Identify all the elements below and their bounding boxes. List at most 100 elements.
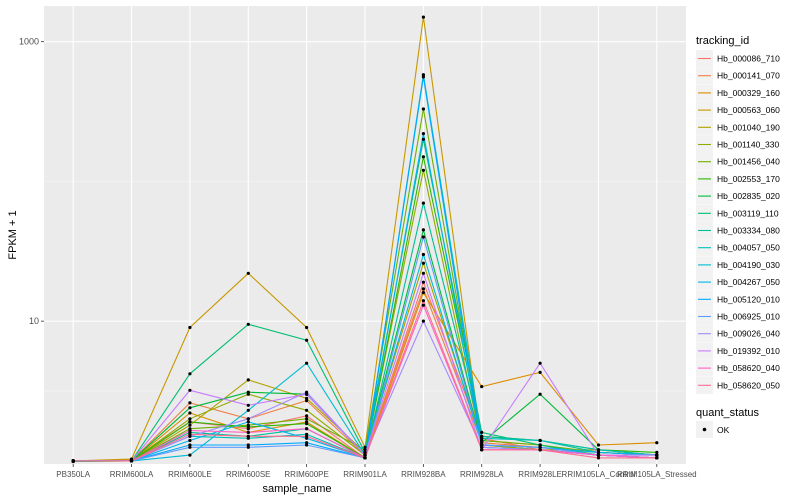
legend2-title: quant_status bbox=[696, 407, 759, 419]
data-point bbox=[188, 325, 192, 330]
data-point bbox=[129, 459, 134, 463]
data-point bbox=[538, 448, 542, 452]
data-point bbox=[421, 303, 425, 307]
data-point bbox=[188, 438, 192, 443]
legend-label: Hb_001140_330 bbox=[717, 140, 780, 150]
x-tick-label: RRIM600PE bbox=[284, 470, 328, 479]
legend2-label: OK bbox=[717, 425, 730, 435]
legend-label: Hb_009026_040 bbox=[717, 329, 780, 339]
data-point bbox=[305, 443, 309, 447]
legend-label: Hb_058620_050 bbox=[717, 380, 780, 390]
data-point bbox=[363, 445, 367, 449]
x-axis-title: sample_name bbox=[262, 483, 331, 495]
legend-label: Hb_006925_010 bbox=[717, 312, 780, 322]
data-point bbox=[655, 450, 659, 454]
data-point bbox=[421, 291, 425, 295]
data-point bbox=[305, 414, 309, 418]
data-point bbox=[305, 427, 309, 431]
data-point bbox=[421, 271, 425, 275]
x-tick-label: RRIM928LA bbox=[460, 470, 504, 479]
data-point bbox=[421, 252, 425, 257]
legend-label: Hb_002835_020 bbox=[717, 191, 780, 201]
data-point bbox=[188, 432, 192, 436]
data-point bbox=[188, 372, 192, 376]
data-point bbox=[305, 434, 309, 438]
x-tick-label: PB350LA bbox=[56, 470, 90, 479]
data-point bbox=[421, 287, 425, 291]
data-point bbox=[246, 445, 250, 449]
data-point bbox=[421, 137, 425, 141]
data-point bbox=[538, 370, 542, 374]
data-point bbox=[655, 453, 659, 457]
data-point bbox=[246, 403, 250, 407]
legend-label: Hb_004057_050 bbox=[717, 243, 780, 253]
data-point bbox=[480, 441, 484, 445]
data-point bbox=[188, 423, 192, 427]
legend-label: Hb_000329_160 bbox=[717, 88, 780, 98]
data-point bbox=[246, 271, 250, 275]
data-point bbox=[305, 399, 309, 403]
data-points bbox=[71, 15, 659, 464]
legend-quant-status: quant_status OK bbox=[696, 407, 759, 438]
x-tick-label: RRIM901LA bbox=[343, 470, 387, 479]
legend-label: Hb_019392_010 bbox=[717, 346, 780, 356]
data-point bbox=[421, 107, 425, 111]
x-axis: PB350LA RRIM600LA RRIM600LE RRIM600SE RRIM60… bbox=[56, 464, 697, 479]
legend-label: Hb_004267_050 bbox=[717, 277, 780, 287]
data-point bbox=[421, 75, 425, 79]
data-point bbox=[480, 438, 484, 443]
legend-title: tracking_id bbox=[696, 35, 749, 47]
data-point bbox=[188, 401, 192, 405]
legend-label: Hb_000141_070 bbox=[717, 71, 780, 81]
data-point bbox=[421, 73, 425, 77]
data-point bbox=[538, 443, 542, 447]
data-point bbox=[596, 443, 601, 447]
data-point bbox=[188, 417, 192, 421]
data-point bbox=[188, 411, 192, 415]
data-point bbox=[246, 430, 250, 434]
data-point bbox=[538, 361, 542, 365]
x-tick-label: RRIM600LE bbox=[168, 470, 212, 479]
legend-label: Hb_004190_030 bbox=[717, 260, 780, 270]
data-point bbox=[246, 408, 250, 412]
data-point bbox=[188, 388, 192, 392]
data-point bbox=[655, 456, 659, 460]
data-point bbox=[246, 417, 250, 421]
y-tick-label: 10 bbox=[29, 316, 39, 326]
data-point bbox=[363, 456, 367, 460]
legend: tracking_id Hb_000086_710 Hb_000141_070 Hb… bbox=[696, 35, 780, 394]
data-point bbox=[188, 443, 192, 447]
data-point bbox=[421, 15, 425, 19]
x-tick-label: RRIM105LA_Stressed bbox=[617, 470, 697, 479]
data-point bbox=[305, 408, 309, 412]
legend-label: Hb_005120_010 bbox=[717, 294, 780, 304]
data-point bbox=[538, 438, 542, 443]
data-point bbox=[421, 155, 425, 159]
data-point bbox=[363, 448, 367, 452]
data-point bbox=[421, 228, 425, 232]
data-point bbox=[246, 443, 250, 447]
y-axis: 10 1000 bbox=[19, 37, 44, 326]
data-point bbox=[596, 450, 601, 454]
data-point bbox=[188, 428, 192, 433]
legend-label: Hb_058620_040 bbox=[717, 363, 780, 373]
data-point bbox=[305, 325, 309, 330]
data-point bbox=[480, 436, 484, 440]
data-point bbox=[363, 450, 367, 454]
x-tick-label: RRIM928BA bbox=[401, 470, 446, 479]
data-point bbox=[188, 453, 192, 457]
legend-label: Hb_003334_080 bbox=[717, 226, 780, 236]
data-point bbox=[538, 392, 542, 396]
data-point bbox=[421, 261, 425, 265]
data-point bbox=[596, 448, 601, 452]
y-tick-label: 1000 bbox=[19, 37, 39, 47]
data-point bbox=[188, 406, 192, 410]
data-point bbox=[421, 168, 425, 172]
data-point bbox=[305, 417, 309, 421]
data-point bbox=[71, 459, 75, 463]
data-point bbox=[421, 201, 425, 205]
legend-label: Hb_000563_060 bbox=[717, 105, 780, 115]
data-point bbox=[421, 132, 425, 136]
legend-label: Hb_002553_170 bbox=[717, 174, 780, 184]
